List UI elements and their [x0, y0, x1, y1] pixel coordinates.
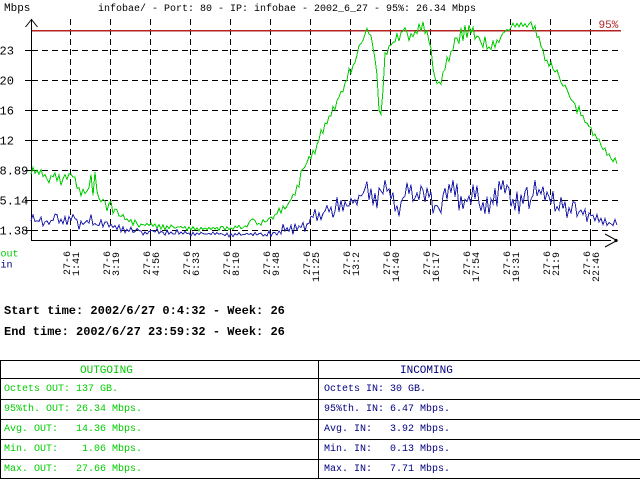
svg-text:19:31: 19:31 [512, 252, 523, 282]
svg-text:27-6: 27-6 [343, 251, 354, 275]
svg-text:21:9: 21:9 [552, 252, 563, 276]
svg-text:in: in [1, 260, 13, 272]
svg-text:27-6: 27-6 [183, 251, 194, 275]
svg-text:17:54: 17:54 [472, 252, 483, 282]
svg-text:13:2: 13:2 [352, 252, 363, 276]
svg-text:27-6: 27-6 [263, 251, 274, 275]
svg-text:6:33: 6:33 [192, 252, 203, 276]
svg-text:27-6: 27-6 [103, 251, 114, 275]
svg-text:5.14: 5.14 [0, 195, 28, 209]
svg-text:4:56: 4:56 [152, 252, 163, 276]
svg-text:23: 23 [0, 45, 14, 59]
svg-text:27-6: 27-6 [503, 251, 514, 275]
svg-text:27-6: 27-6 [543, 251, 554, 275]
svg-text:27-6: 27-6 [583, 251, 594, 275]
svg-text:27-6: 27-6 [143, 251, 154, 275]
svg-text:27-6: 27-6 [303, 251, 314, 275]
svg-text:9:48: 9:48 [272, 252, 283, 276]
svg-text:12: 12 [0, 135, 14, 149]
svg-text:20: 20 [0, 75, 14, 89]
svg-text:95%: 95% [599, 20, 619, 32]
svg-text:3:19: 3:19 [112, 252, 123, 276]
svg-text:27-6: 27-6 [423, 251, 434, 275]
svg-text:27-6: 27-6 [463, 251, 474, 275]
svg-text:11:25: 11:25 [312, 252, 323, 282]
svg-text:infobae/ - Port: 80 - IP: info: infobae/ - Port: 80 - IP: infobae - 2002… [98, 3, 476, 15]
svg-text:27-6: 27-6 [383, 251, 394, 275]
svg-text:1:41: 1:41 [72, 252, 83, 276]
svg-text:Mbps: Mbps [4, 3, 30, 15]
svg-text:27-6: 27-6 [223, 251, 234, 275]
svg-text:8.89: 8.89 [0, 165, 28, 179]
svg-text:22:46: 22:46 [592, 252, 603, 282]
svg-text:1.38: 1.38 [0, 225, 28, 239]
svg-text:16: 16 [0, 105, 14, 119]
svg-text:14:40: 14:40 [392, 252, 403, 282]
svg-text:out: out [1, 250, 19, 261]
svg-text:16:17: 16:17 [432, 252, 443, 282]
svg-text:8:10: 8:10 [232, 252, 243, 276]
svg-text:27-6: 27-6 [63, 251, 74, 275]
